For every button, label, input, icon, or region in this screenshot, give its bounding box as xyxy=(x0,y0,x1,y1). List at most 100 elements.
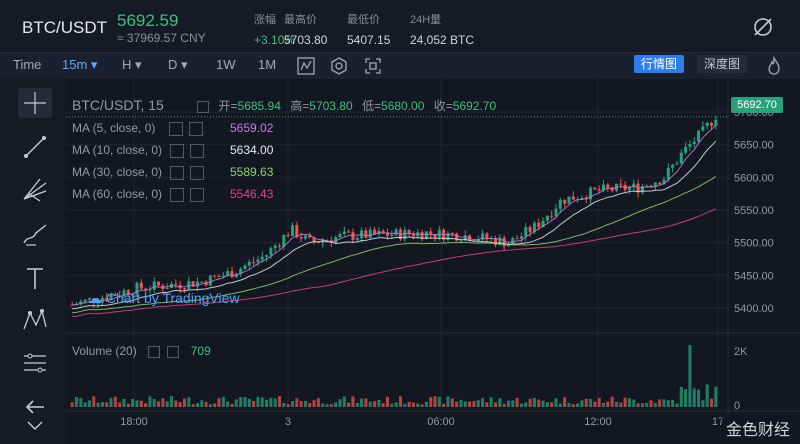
gear-icon xyxy=(170,187,185,202)
candle-body xyxy=(368,229,372,238)
volume-bar xyxy=(316,398,320,407)
candle-body xyxy=(278,245,282,247)
y-tick-label: 5550.00 xyxy=(734,205,774,217)
gear-icon xyxy=(170,143,185,158)
interval-15m-dropdown[interactable]: 15m ▾ xyxy=(62,57,98,72)
tab-market-chart[interactable]: 行情图 xyxy=(634,55,685,73)
interval-1w[interactable]: 1W xyxy=(216,57,236,72)
candle-body xyxy=(105,297,109,300)
candle-body xyxy=(580,197,584,200)
chart-toolbar: Time 15m ▾ H ▾ D ▾ 1W 1M 行情图 深度图 xyxy=(0,52,800,80)
ma10-legend[interactable]: MA (10, close, 0) xyxy=(72,143,205,158)
y-tick-label: 5400.00 xyxy=(734,303,774,315)
volume-bar xyxy=(109,397,113,407)
volume-bar xyxy=(265,399,269,407)
volume-bar xyxy=(705,384,709,407)
indicator-icon[interactable] xyxy=(296,56,316,76)
candle-body xyxy=(433,233,437,238)
interval-d-dropdown[interactable]: D ▾ xyxy=(168,57,188,72)
volume-bar xyxy=(148,396,152,407)
volume-bar xyxy=(329,404,333,407)
volume-bar xyxy=(182,398,186,407)
ma60-value: 5546.43 xyxy=(230,187,274,201)
volume-bar xyxy=(377,400,381,407)
interval-1m[interactable]: 1M xyxy=(258,57,277,72)
candlestick-chart[interactable]: 5700.005650.005600.005550.005500.005450.… xyxy=(66,79,800,444)
chevron-down-icon[interactable] xyxy=(18,412,52,442)
text-tool-icon[interactable] xyxy=(18,263,52,293)
tab-depth-chart[interactable]: 深度图 xyxy=(697,55,748,73)
volume-bar xyxy=(204,401,208,407)
candle-body xyxy=(342,231,346,234)
candle-body xyxy=(511,238,515,244)
candle-body xyxy=(213,275,217,277)
volume-bar xyxy=(593,401,597,407)
visibility-icon[interactable] xyxy=(197,100,210,113)
x-tick-label: 18:00 xyxy=(120,416,148,428)
volume-bar xyxy=(563,397,567,407)
close-icon xyxy=(167,345,180,358)
crosshair-icon[interactable] xyxy=(18,88,52,118)
fib-fan-icon[interactable] xyxy=(18,175,52,205)
volume-bar xyxy=(610,396,614,407)
volume-bar xyxy=(338,399,342,407)
ma60-legend[interactable]: MA (60, close, 0) xyxy=(72,187,205,202)
candle-body xyxy=(260,256,264,260)
candle-body xyxy=(303,235,307,239)
ma5-legend[interactable]: MA (5, close, 0) xyxy=(72,121,204,136)
volume-bar xyxy=(710,398,714,407)
candle-body xyxy=(662,179,666,185)
volume-bar xyxy=(360,398,364,407)
volume-bar xyxy=(187,397,191,407)
candle-body xyxy=(455,233,459,241)
volume-bar xyxy=(295,398,299,407)
candle-body xyxy=(96,302,100,304)
interval-h-dropdown[interactable]: H ▾ xyxy=(122,57,142,72)
volume-bar xyxy=(433,396,437,407)
flame-icon[interactable] xyxy=(764,56,784,76)
candle-body xyxy=(692,141,696,144)
volume-bar xyxy=(701,400,705,407)
candle-body xyxy=(217,276,221,278)
brush-icon[interactable] xyxy=(18,219,52,249)
measure-icon[interactable] xyxy=(18,348,52,378)
volume-bar xyxy=(455,401,459,407)
candle-body xyxy=(463,235,467,241)
candle-body xyxy=(593,187,597,190)
candle-body xyxy=(308,235,312,238)
volume-bar xyxy=(321,403,325,407)
volume-bar xyxy=(537,399,541,407)
volume-bar xyxy=(666,400,670,407)
volume-bar xyxy=(645,402,649,407)
volume-bar xyxy=(161,398,165,407)
volume-bar xyxy=(506,400,510,407)
volume-bar xyxy=(342,396,346,407)
volume-bar xyxy=(165,401,169,407)
pattern-icon[interactable] xyxy=(18,305,52,335)
candle-body xyxy=(390,234,394,236)
candle-body xyxy=(610,187,614,191)
tradingview-watermark[interactable]: ☁ Chart by TradingView xyxy=(88,290,240,306)
volume-bar xyxy=(554,398,558,407)
volume-bar xyxy=(411,402,415,407)
candle-body xyxy=(87,298,91,300)
fullscreen-icon[interactable] xyxy=(363,56,383,76)
close-icon xyxy=(189,121,204,136)
collapse-arrow-icon[interactable] xyxy=(18,392,52,422)
candle-body xyxy=(697,130,701,142)
volume-bar xyxy=(541,400,545,407)
candle-body xyxy=(373,229,377,235)
candle-body xyxy=(485,233,489,240)
volume-legend[interactable]: Volume (20) 709 xyxy=(72,344,211,358)
settings-icon[interactable] xyxy=(329,56,349,76)
ma30-legend[interactable]: MA (30, close, 0) xyxy=(72,165,205,180)
candle-body xyxy=(195,281,199,287)
candle-body xyxy=(321,240,325,243)
volume-bar xyxy=(653,402,657,407)
theme-toggle-icon[interactable] xyxy=(752,16,774,38)
trend-line-icon[interactable] xyxy=(18,132,52,162)
x-tick-label: 12:00 xyxy=(584,416,612,428)
candle-body xyxy=(502,237,506,247)
volume-bar xyxy=(195,403,199,407)
volume-bar xyxy=(671,399,675,407)
